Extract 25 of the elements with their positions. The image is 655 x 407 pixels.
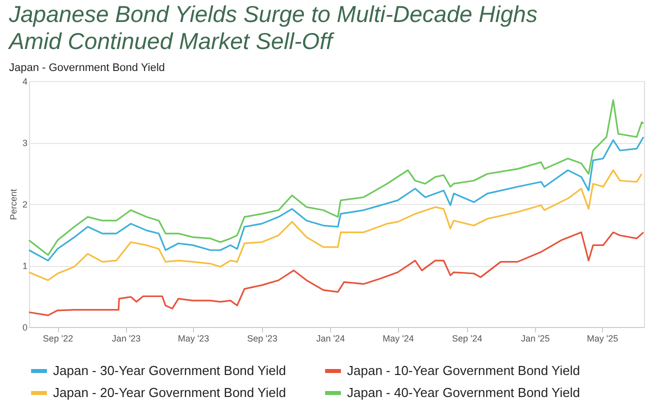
legend-label: Japan - 40-Year Government Bond Yield xyxy=(347,385,580,400)
y-tick-label: 0 xyxy=(22,322,28,332)
x-tick-label: May '23 xyxy=(178,334,210,344)
legend-label: Japan - 10-Year Government Bond Yield xyxy=(347,363,580,378)
legend-label: Japan - 30-Year Government Bond Yield xyxy=(53,363,286,378)
y-tick-label: 3 xyxy=(22,138,28,148)
y-tick-label: 1 xyxy=(22,261,28,271)
line-series xyxy=(28,169,643,282)
x-tick-label: Sep '22 xyxy=(42,334,74,344)
x-tick-label: May '25 xyxy=(586,334,618,344)
x-tick-label: Jan '25 xyxy=(521,334,550,344)
x-tick-label: May '24 xyxy=(382,334,414,344)
x-tick-label: Sep '24 xyxy=(452,334,482,344)
x-tick-label: Jan '24 xyxy=(316,334,345,344)
line-series xyxy=(28,231,644,316)
chart-title: Japanese Bond Yields Surge to Multi-Decade Highs Amid Continued Market Sell-Off xyxy=(6,1,538,54)
x-tick-label: Jan '23 xyxy=(112,334,141,344)
chart-subtitle: Japan - Government Bond Yield xyxy=(8,62,165,74)
line-series xyxy=(28,136,644,262)
y-tick-label: 4 xyxy=(22,76,28,86)
legend-label: Japan - 20-Year Government Bond Yield xyxy=(53,385,286,400)
y-axis-title: Percent xyxy=(8,188,18,220)
y-tick-label: 2 xyxy=(22,200,28,210)
x-tick-label: Sep '23 xyxy=(247,334,278,344)
line-series xyxy=(28,99,644,256)
